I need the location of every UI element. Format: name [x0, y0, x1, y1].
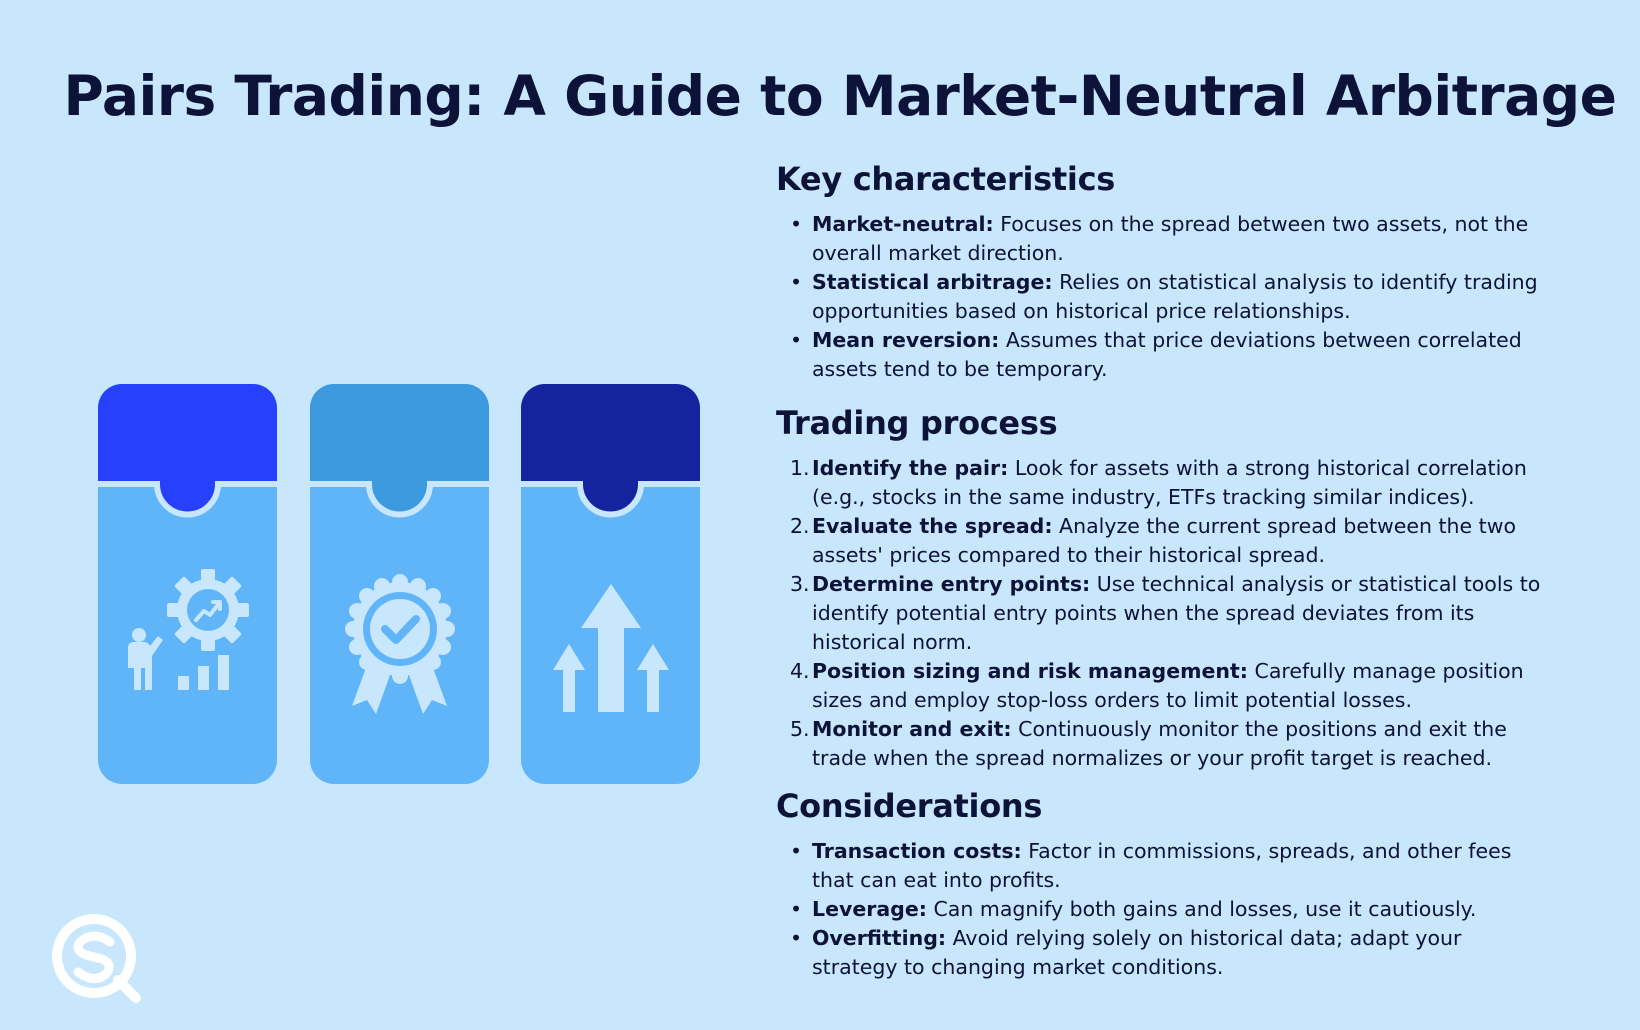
list-item: • Statistical arbitrage: Relies on statis…	[776, 268, 1546, 326]
item-term: Determine entry points:	[812, 572, 1091, 596]
item-text: Factor in commissions, spreads, and othe…	[812, 839, 1512, 892]
bullet-icon: •	[790, 270, 803, 294]
section-heading: Considerations	[776, 787, 1043, 825]
trading-process-section: Trading process 1. Identify the pair: Loo…	[776, 404, 1546, 773]
list-item: 5. Monitor and exit: Continuously monitor…	[776, 715, 1546, 773]
bullet-icon: •	[790, 839, 803, 863]
item-term: Overfitting:	[812, 926, 947, 950]
key-characteristics-section: Key characteristics • Market-neutral: Foc…	[776, 160, 1546, 384]
item-term: Position sizing and risk management:	[812, 659, 1248, 683]
item-term: Identify the pair:	[812, 456, 1009, 480]
item-text: Carefully manage position sizes and empl…	[812, 659, 1524, 712]
item-term: Evaluate the spread:	[812, 514, 1053, 538]
card-growth	[98, 384, 277, 784]
item-text: Avoid relying solely on historical data;…	[812, 926, 1462, 979]
item-term: Statistical arbitrage:	[812, 270, 1053, 294]
section-heading: Trading process	[776, 404, 1058, 442]
item-term: Market-neutral:	[812, 212, 994, 236]
item-number: 3.	[790, 572, 810, 596]
item-text: Can magnify both gains and losses, use i…	[926, 897, 1477, 921]
item-text: Look for assets with a strong historical…	[812, 456, 1527, 509]
up-arrows-icon	[553, 584, 669, 712]
item-text: Use technical analysis or statistical to…	[812, 572, 1541, 654]
sq-logo-icon	[52, 914, 141, 1003]
list-item: • Leverage: Can magnify both gains and lo…	[776, 895, 1546, 924]
bullet-icon: •	[790, 328, 803, 352]
bullet-icon: •	[790, 926, 803, 950]
card-top-shape	[98, 384, 277, 518]
list-item: 2. Evaluate the spread: Analyze the curre…	[776, 512, 1546, 570]
list-item: • Overfitting: Avoid relying solely on hi…	[776, 924, 1546, 982]
list-item: 4. Position sizing and risk management: C…	[776, 657, 1546, 715]
considerations-section: Considerations • Transaction costs: Facto…	[776, 787, 1546, 982]
item-number: 4.	[790, 659, 810, 683]
item-number: 2.	[790, 514, 810, 538]
list-item: • Market-neutral: Focuses on the spread b…	[776, 210, 1546, 268]
list-item: 3. Determine entry points: Use technical …	[776, 570, 1546, 657]
card-growth-arrows	[521, 384, 700, 784]
item-term: Leverage:	[812, 897, 927, 921]
section-heading: Key characteristics	[776, 160, 1116, 198]
item-text: Relies on statistical analysis to identi…	[812, 270, 1538, 323]
item-text: Focuses on the spread between two assets…	[812, 212, 1529, 265]
list-item: 1. Identify the pair: Look for assets wit…	[776, 454, 1546, 512]
item-term: Monitor and exit:	[812, 717, 1012, 741]
bullet-icon: •	[790, 212, 803, 236]
item-text: Continuously monitor the positions and e…	[812, 717, 1507, 770]
page-title: Pairs Trading: A Guide to Market-Neutral…	[63, 64, 1617, 128]
card-top-shape	[521, 384, 700, 518]
card-top-shape	[310, 384, 489, 518]
bullet-icon: •	[790, 897, 803, 921]
gear-growth-chart-icon	[128, 569, 249, 690]
card-award	[310, 384, 489, 784]
item-number: 5.	[790, 717, 810, 741]
item-term: Transaction costs:	[812, 839, 1022, 863]
award-badge-icon	[345, 574, 455, 714]
content-column: Key characteristics • Market-neutral: Foc…	[776, 160, 1546, 982]
item-text: Assumes that price deviations between co…	[812, 328, 1522, 381]
list-item: • Transaction costs: Factor in commission…	[776, 837, 1546, 895]
item-term: Mean reversion:	[812, 328, 1000, 352]
item-number: 1.	[790, 456, 810, 480]
list-item: • Mean reversion: Assumes that price devi…	[776, 326, 1546, 384]
item-text: Analyze the current spread between the t…	[812, 514, 1517, 567]
